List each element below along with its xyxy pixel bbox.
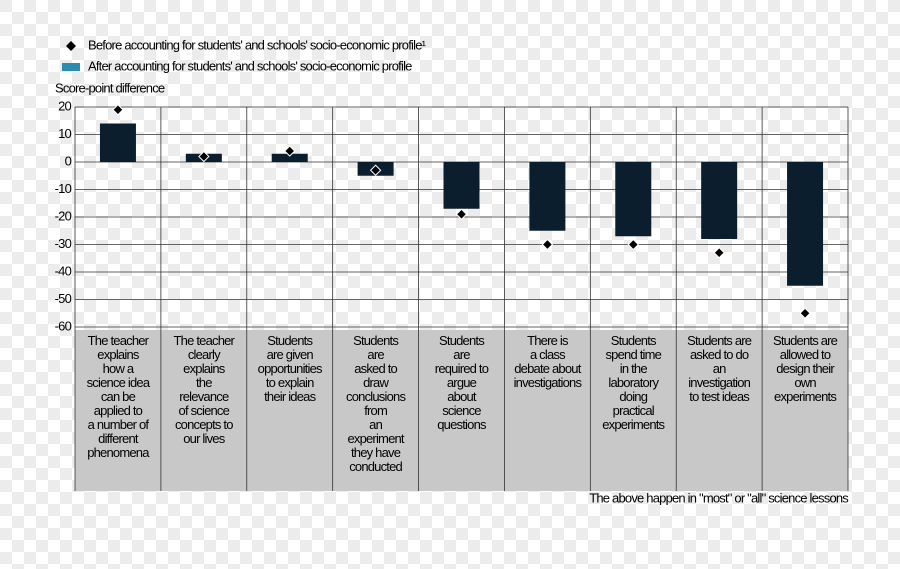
bar: [529, 162, 566, 231]
x-tick-label: Students are allowed to design their own…: [772, 333, 838, 404]
y-axis-label: Score-point difference: [55, 80, 165, 95]
x-tick-label: Students are given opportunities to expl…: [257, 333, 323, 404]
y-tick-label: 0: [65, 153, 72, 168]
bar: [787, 162, 824, 286]
diamond-marker: [198, 150, 210, 163]
y-tick-label: -50: [55, 291, 72, 306]
bar: [271, 153, 308, 162]
diamond-marker: [284, 145, 296, 157]
bar: [615, 162, 652, 237]
y-tick-label: -20: [55, 208, 72, 223]
y-tick-label: -40: [55, 263, 72, 278]
x-tick-label: The teacher explains how a science idea …: [86, 333, 150, 460]
diamond-marker: [627, 238, 639, 251]
legend-label: Before accounting for students' and scho…: [88, 37, 427, 52]
diamond-marker: [112, 104, 124, 116]
x-tick-label: Students are asked to do an investigatio…: [687, 333, 752, 404]
legend-label: After accounting for students' and schoo…: [88, 58, 412, 73]
x-tick-label: The teacher clearly explains the relevan…: [173, 333, 235, 446]
x-tick-label: Students are required to argue about sci…: [434, 333, 489, 432]
diamond-marker: [541, 238, 554, 251]
x-tick-label: Students are asked to draw conclusions f…: [346, 333, 406, 474]
y-tick-label: 10: [58, 126, 71, 141]
x-tick-label: Students spend time in the laboratory do…: [602, 333, 665, 432]
diamond-marker: [799, 307, 811, 319]
y-tick-label: -30: [55, 236, 72, 251]
diamond-marker: [713, 247, 725, 259]
y-tick-label: -10: [55, 181, 72, 196]
legend-marker: [62, 63, 80, 71]
diamond-marker: [455, 208, 468, 220]
diamond-marker: [369, 164, 382, 176]
x-tick-label: There is a class debate about investigat…: [513, 333, 582, 390]
y-tick-label: 20: [58, 98, 71, 113]
bar: [99, 123, 136, 162]
legend-marker: [66, 41, 76, 51]
bar: [701, 162, 738, 239]
bar: [443, 162, 480, 209]
footnote: The above happen in "most" or "all" scie…: [589, 490, 849, 505]
label-panel: [75, 330, 848, 491]
y-tick-label: -60: [55, 318, 72, 333]
